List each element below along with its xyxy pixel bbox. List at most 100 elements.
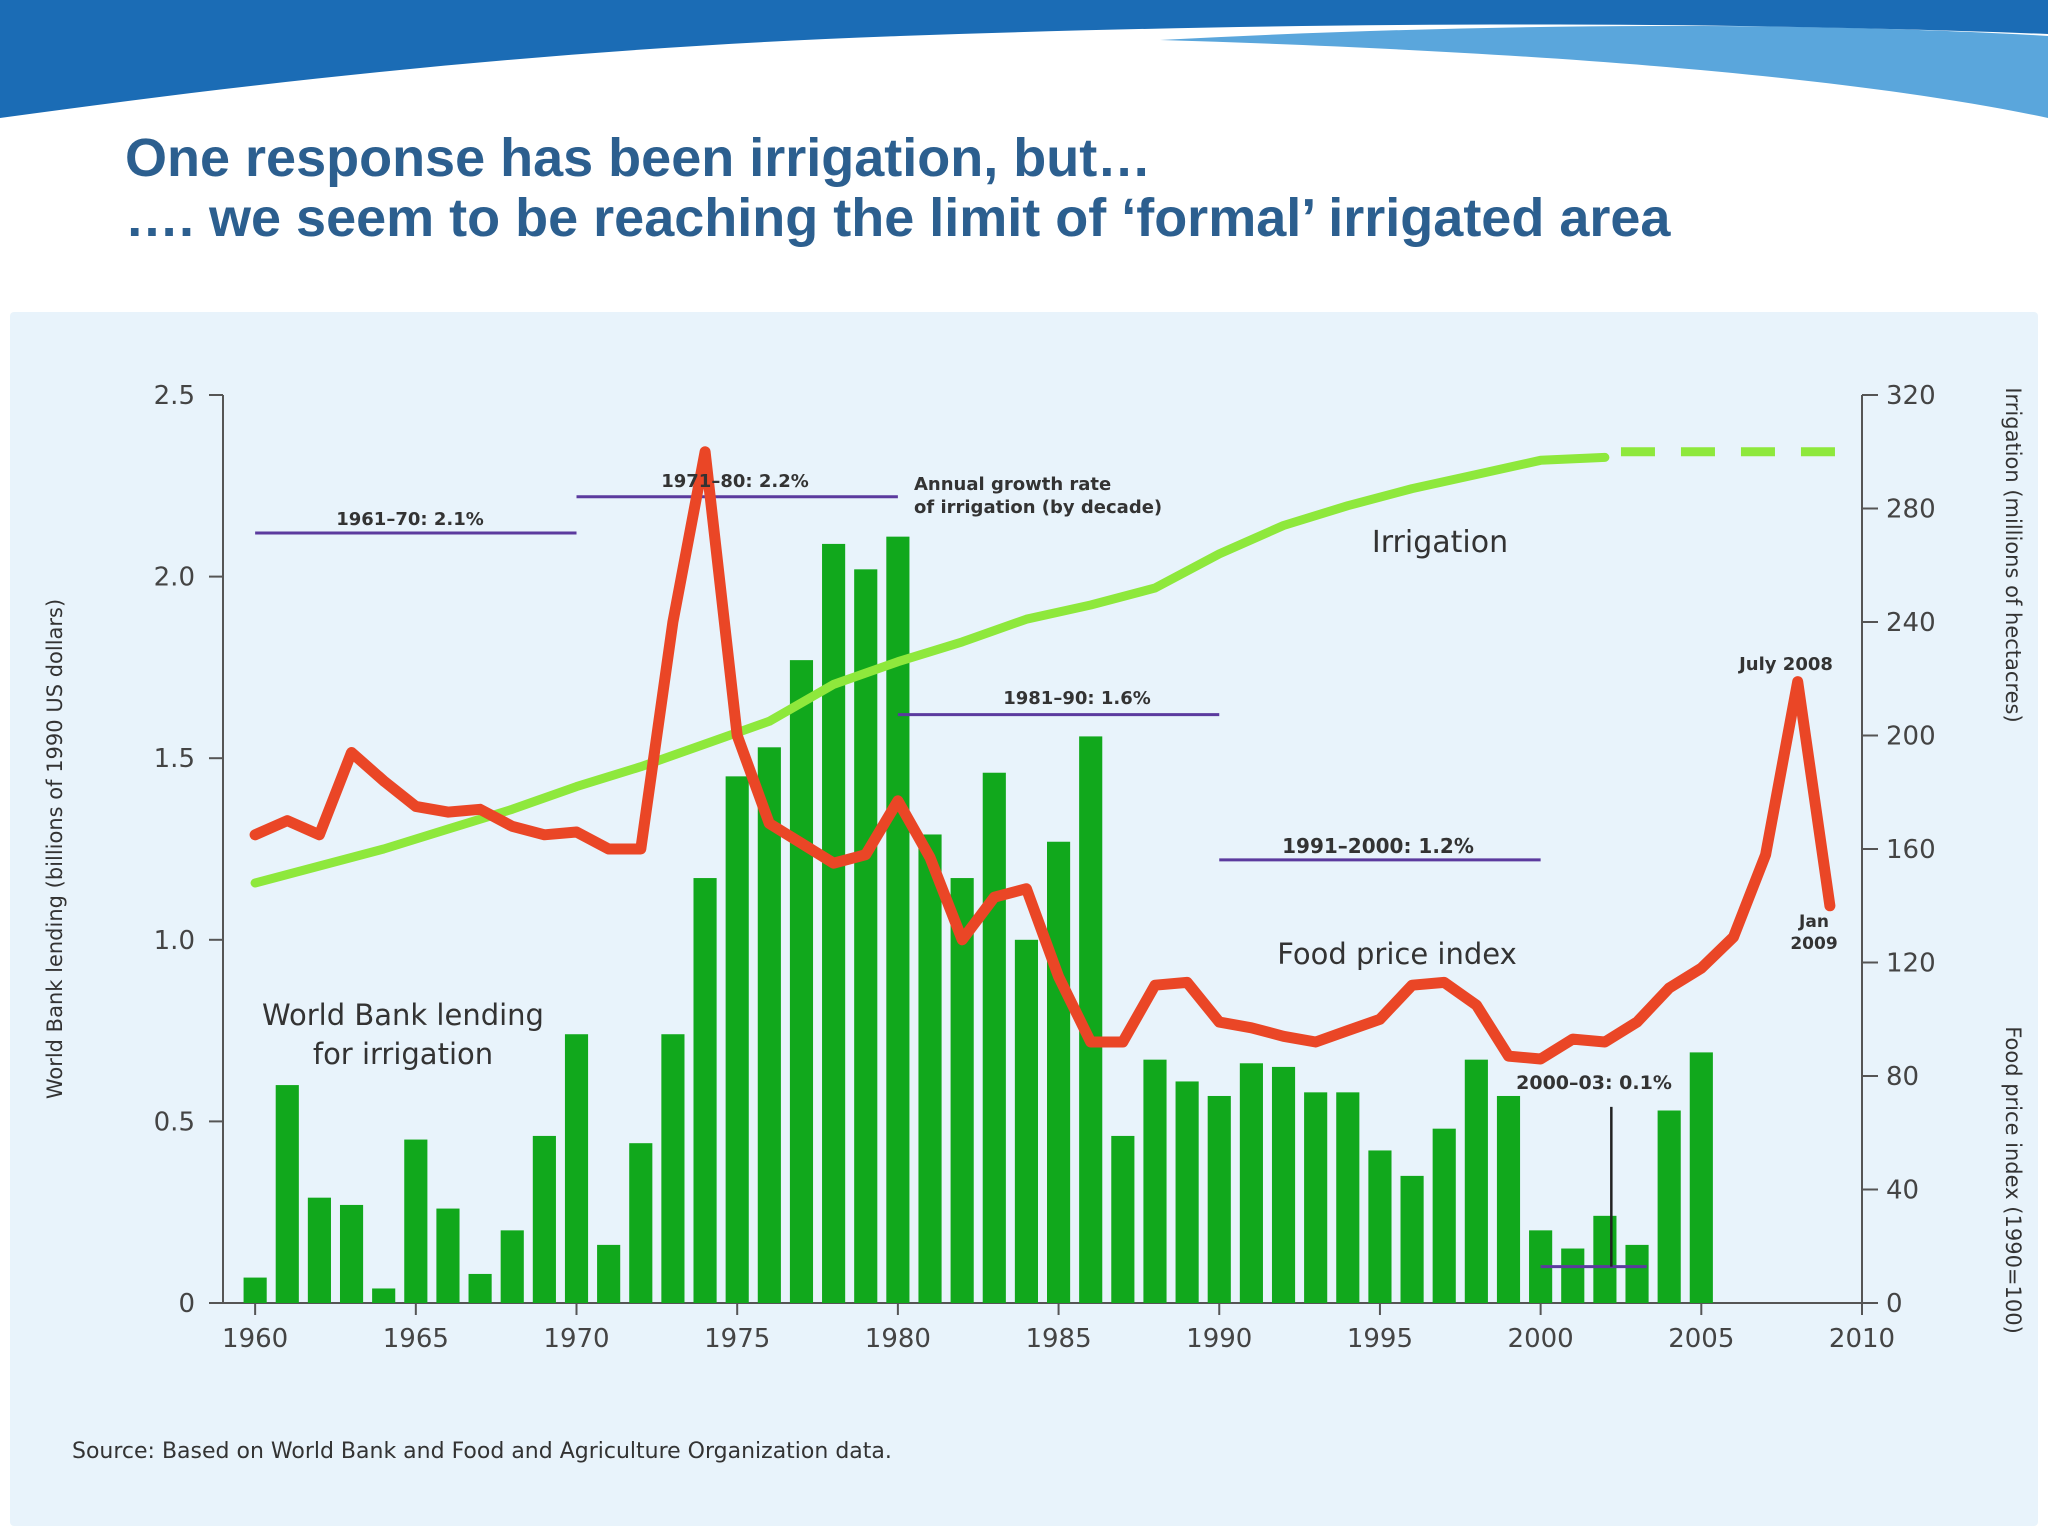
lending-bar-1988	[1143, 1059, 1167, 1303]
lending-bar-1974	[693, 878, 717, 1303]
lending-bar-2005	[1689, 1052, 1713, 1303]
x-axis-tick-label: 1995	[1347, 1324, 1413, 1354]
left-axis-title: World Bank lending (billions of 1990 US …	[43, 599, 67, 1099]
lending-bar-1986	[1079, 736, 1103, 1303]
lending-bar-1977	[789, 660, 814, 1303]
decade-rate-label-1991-2000: 1991–2000: 1.2%	[1282, 834, 1474, 858]
lending-bar-1976	[757, 747, 781, 1303]
x-axis-tick-label: 1965	[383, 1324, 449, 1354]
banner-dark-wave	[0, 0, 2048, 118]
right-axis-tick-label: 280	[1886, 495, 1936, 525]
lending-bar-1980	[886, 536, 910, 1303]
decade-rate-label-1981-90: 1981–90: 1.6%	[1003, 688, 1151, 709]
right-axis-tick-label: 240	[1886, 608, 1936, 638]
lending-bar-1985	[1046, 841, 1071, 1303]
lending-bar-1967	[468, 1273, 492, 1303]
x-axis-tick-label: 1985	[1025, 1324, 1091, 1354]
growth-note-line-1: Annual growth rate	[914, 474, 1111, 495]
lending-bar-1971	[597, 1244, 621, 1303]
irrigation-chart: 0 0.5 1.0 1.5 2.0 2.5 0 40 80 120 160 200 240 280 320 1…	[43, 381, 2025, 1464]
lending-bar-1978	[822, 543, 846, 1303]
lending-bar-1962	[307, 1197, 331, 1303]
right-axis-title-irrigation: Irrigation (millions of hectacres)	[2001, 387, 2025, 722]
lending-bar-1975	[725, 776, 749, 1303]
left-axis-tick-label: 2.5	[154, 381, 195, 411]
right-axis-title-food-price: Food price index (1990=100)	[2001, 1026, 2025, 1334]
chart-panel: 0 0.5 1.0 1.5 2.0 2.5 0 40 80 120 160 200 240 280 320 1…	[10, 312, 2038, 1526]
lending-bar-1992	[1271, 1066, 1296, 1303]
lending-bar-1984	[1014, 939, 1039, 1303]
lending-bar-1994	[1336, 1092, 1360, 1303]
lending-bar-1993	[1304, 1092, 1328, 1303]
slide-title-line-2: …. we seem to be reaching the limit of ‘…	[125, 188, 1671, 248]
july-2008-label: July 2008	[1737, 654, 1833, 675]
food-price-series-label: Food price index	[1277, 937, 1517, 971]
right-axis-tick-label: 160	[1886, 835, 1936, 865]
irrigation-line	[250, 452, 1610, 888]
lending-bar-2003	[1625, 1244, 1649, 1303]
lending-bar-1973	[661, 1034, 685, 1303]
right-axis-tick-label: 200	[1886, 722, 1936, 752]
slide-title: One response has been irrigation, but… ……	[125, 128, 1670, 248]
lending-bar-1998	[1464, 1059, 1488, 1303]
x-axis-tick-label: 2010	[1829, 1324, 1895, 1354]
lending-bar-1983	[982, 772, 1006, 1303]
left-axis-tick-label: 1.5	[154, 744, 195, 774]
decade-rate-label-1961-70: 1961–70: 2.1%	[336, 509, 484, 530]
slide-title-line-1: One response has been irrigation, but…	[125, 128, 1152, 188]
lending-bar-1991	[1239, 1063, 1263, 1303]
lending-bar-1961	[275, 1085, 299, 1303]
lending-bar-1969	[532, 1135, 556, 1303]
lending-bar-1997	[1432, 1128, 1456, 1303]
left-axis-tick-label: 0	[178, 1289, 195, 1319]
lending-bar-1979	[854, 569, 878, 1303]
lending-bar-1981	[918, 834, 942, 1303]
lending-bar-1999	[1496, 1095, 1521, 1303]
lending-bar-1996	[1400, 1175, 1424, 1303]
lending-bar-1995	[1368, 1150, 1392, 1303]
x-axis-tick-label: 1970	[543, 1324, 609, 1354]
left-axis-tick-label: 1.0	[154, 926, 195, 956]
decade-rate-label-1971-80: 1971–80: 2.2%	[661, 471, 809, 492]
lending-bar-2002	[1593, 1215, 1617, 1303]
lending-bar-1960	[243, 1277, 267, 1303]
lending-bar-1987	[1111, 1135, 1135, 1303]
right-axis-tick-label: 80	[1886, 1062, 1919, 1092]
decade-rate-label-2000-03: 2000–03: 0.1%	[1516, 1072, 1672, 1094]
right-axis-tick-label: 0	[1886, 1289, 1903, 1319]
lending-bar-1970	[564, 1034, 589, 1303]
lending-bar-1965	[404, 1139, 428, 1303]
lending-bar-2001	[1561, 1248, 1585, 1303]
lending-bar-1968	[500, 1230, 524, 1303]
left-axis-tick-label: 0.5	[154, 1107, 195, 1137]
lending-bar-1982	[950, 878, 974, 1303]
x-axis-tick-label: 1980	[865, 1324, 931, 1354]
lending-bar-1972	[629, 1143, 653, 1303]
x-axis-tick-label: 1990	[1186, 1324, 1252, 1354]
chart-background	[10, 312, 2038, 1526]
lending-bar-1989	[1175, 1081, 1199, 1303]
food-price-line	[249, 446, 1836, 1065]
jan-2009-label-line-2: 2009	[1790, 934, 1837, 954]
lending-series-label-line-1: World Bank lending	[262, 998, 544, 1032]
lending-bar-1966	[436, 1208, 460, 1303]
lending-series-label-line-2: for irrigation	[313, 1037, 493, 1071]
lending-bar-1990	[1207, 1095, 1231, 1303]
left-axis-tick-label: 2.0	[154, 563, 195, 593]
source-note: Source: Based on World Bank and Food and…	[72, 1439, 892, 1464]
x-axis-tick-label: 1975	[704, 1324, 770, 1354]
header-banner	[0, 0, 2048, 118]
x-axis-tick-label: 2000	[1508, 1324, 1574, 1354]
growth-note-line-2: of irrigation (by decade)	[914, 497, 1162, 518]
right-axis-tick-label: 120	[1886, 949, 1936, 979]
right-axis-tick-label: 40	[1886, 1176, 1919, 1206]
lending-bar-2004	[1657, 1110, 1681, 1303]
right-axis-tick-label: 320	[1886, 381, 1936, 411]
jan-2009-label-line-1: Jan	[1798, 912, 1829, 932]
lending-bar-1964	[372, 1288, 396, 1303]
x-axis-tick-label: 2005	[1668, 1324, 1734, 1354]
lending-bar-1963	[339, 1204, 364, 1303]
irrigation-series-label: Irrigation	[1372, 525, 1508, 560]
x-axis-tick-label: 1960	[222, 1324, 288, 1354]
banner-light-wave	[1160, 25, 2048, 118]
